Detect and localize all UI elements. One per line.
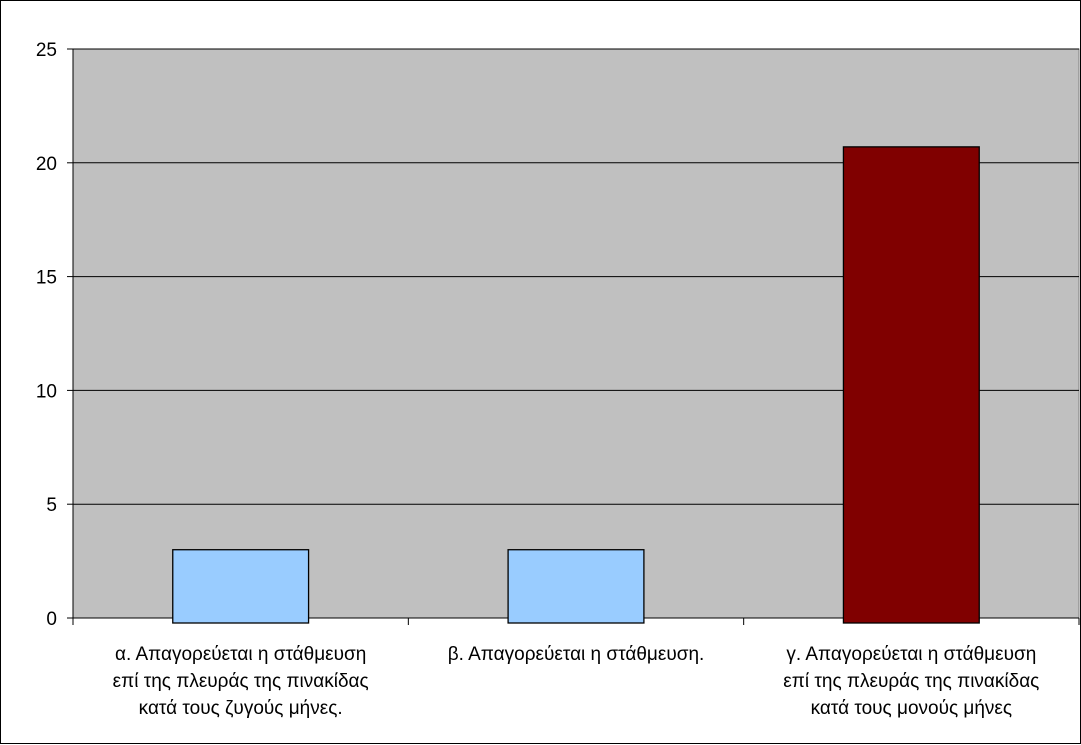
x-category-label-1: β. Απαγορεύεται η στάθμευση.: [447, 644, 705, 665]
y-tick-label-1: 5: [46, 495, 57, 516]
y-tick-label-5: 25: [36, 40, 57, 61]
y-tick-label-0: 0: [46, 609, 57, 630]
y-tick-label-3: 15: [36, 268, 57, 289]
bar-1: [507, 549, 645, 624]
y-tick-label-2: 10: [36, 381, 57, 402]
y-tick-label-4: 20: [36, 154, 57, 175]
bar-0: [172, 549, 310, 624]
x-category-label-2: γ. Απαγορεύεται η στάθμευση επί της πλευ…: [783, 644, 1040, 719]
x-category-label-0: α. Απαγορεύεται η στάθμευση επί της πλευ…: [112, 644, 369, 719]
bar-2: [842, 146, 980, 624]
